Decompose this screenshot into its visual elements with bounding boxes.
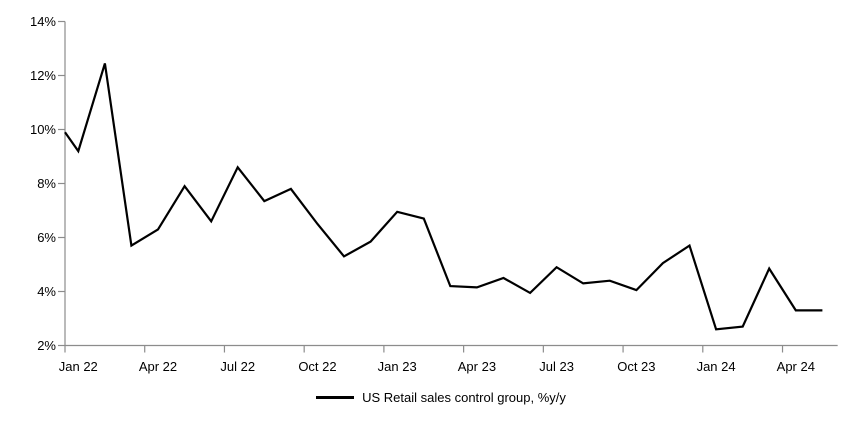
y-axis-tick-label: 4% xyxy=(37,284,56,299)
x-axis-tick-label: Jul 22 xyxy=(220,359,255,374)
x-axis-tick-label: Jan 23 xyxy=(378,359,417,374)
y-axis-tick-label: 8% xyxy=(37,176,56,191)
x-axis-tick-label: Oct 22 xyxy=(298,359,336,374)
y-axis-tick-label: 2% xyxy=(37,338,56,353)
x-axis-tick-label: Apr 23 xyxy=(458,359,496,374)
legend: US Retail sales control group, %y/y xyxy=(15,390,852,405)
x-axis-tick-label: Jan 24 xyxy=(697,359,736,374)
y-axis-tick-label: 6% xyxy=(37,230,56,245)
y-axis-tick-label: 10% xyxy=(30,122,56,137)
x-axis-tick-label: Jan 22 xyxy=(59,359,98,374)
x-axis-tick-label: Oct 23 xyxy=(617,359,655,374)
y-axis-tick-label: 14% xyxy=(30,14,56,29)
legend-label: US Retail sales control group, %y/y xyxy=(362,390,566,405)
x-axis-tick-label: Apr 24 xyxy=(777,359,815,374)
x-axis-tick-label: Jul 23 xyxy=(539,359,574,374)
legend-line-sample xyxy=(316,396,355,399)
y-axis-tick-label: 12% xyxy=(30,68,56,83)
data-line-retail-sales xyxy=(64,63,823,331)
x-axis-tick-label: Apr 22 xyxy=(139,359,177,374)
